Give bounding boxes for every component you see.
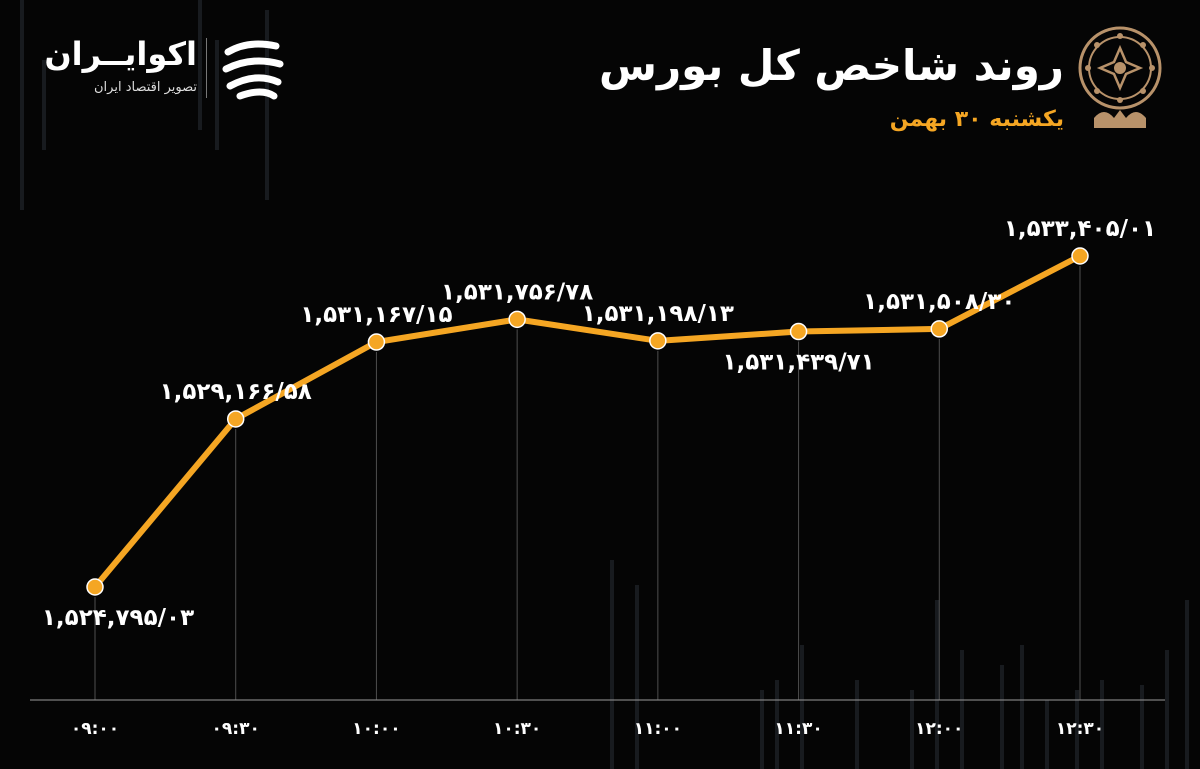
data-point [226, 410, 245, 428]
brand-logo: اکوایــران تصویر اقتصاد ایران [42, 34, 292, 104]
background-bar [1045, 700, 1049, 769]
x-tick-label: ۱۱:۰۰ [634, 719, 682, 739]
background-bar [20, 0, 24, 210]
brand-name: اکوایــران [44, 35, 197, 73]
data-label: ۱,۵۳۱,۵۰۸/۳۰ [863, 289, 1015, 315]
background-bar [1100, 680, 1104, 769]
background-bar [1000, 665, 1004, 769]
data-point [649, 332, 667, 350]
background-bar [800, 645, 804, 769]
background-bar [1140, 685, 1144, 769]
x-tick-label: ۰۹:۳۰ [212, 719, 260, 739]
data-point [86, 578, 104, 596]
x-tick-label: ۱۱:۳۰ [774, 719, 822, 739]
data-point [930, 320, 949, 338]
x-tick-label: ۱۲:۰۰ [915, 719, 963, 739]
chart-date: یکشنبه ۳۰ بهمن [889, 107, 1064, 132]
background-bar [1075, 690, 1079, 769]
background-bar [775, 680, 779, 769]
background-bar [42, 60, 46, 150]
data-label: ۱,۵۲۴,۷۹۵/۰۳ [42, 605, 194, 631]
data-label: ۱,۵۳۱,۱۹۸/۱۳ [582, 301, 734, 327]
data-point [508, 310, 526, 329]
chart-title: روند شاخص کل بورس [599, 41, 1064, 90]
background-bar [960, 650, 964, 769]
background-bar [635, 585, 639, 769]
background-bar [910, 690, 914, 769]
x-tick-label: ۱۰:۳۰ [493, 719, 541, 739]
background-bar [1185, 600, 1189, 769]
x-tick-label: ۰۹:۰۰ [71, 719, 119, 739]
background-bar [855, 680, 859, 769]
data-point [1071, 247, 1089, 265]
x-tick-label: ۱۰:۰۰ [352, 719, 400, 739]
data-point [367, 333, 386, 351]
data-point [789, 322, 808, 341]
data-label: ۱,۵۲۹,۱۶۶/۵۸ [160, 379, 312, 405]
brand-mark-icon [222, 40, 284, 100]
data-label: ۱,۵۳۱,۴۳۹/۷۱ [722, 350, 874, 376]
background-bar [760, 690, 764, 769]
series-line [92, 253, 1083, 590]
background-bar [1165, 650, 1169, 769]
background-bar [198, 0, 202, 130]
stock-exchange-emblem-icon [1078, 26, 1162, 128]
x-tick-label: ۱۲:۳۰ [1056, 719, 1104, 739]
background-bar [215, 40, 219, 150]
background-bar [1020, 645, 1024, 769]
background-bar [610, 560, 614, 769]
brand-divider [206, 38, 207, 98]
data-label: ۱,۵۳۱,۷۵۶/۷۸ [441, 279, 593, 305]
data-label: ۱,۵۳۳,۴۰۵/۰۱ [1004, 216, 1156, 242]
background-bar [265, 10, 269, 200]
data-label: ۱,۵۳۱,۱۶۷/۱۵ [300, 302, 452, 328]
background-bar [935, 600, 939, 769]
brand-tagline: تصویر اقتصاد ایران [94, 80, 197, 95]
